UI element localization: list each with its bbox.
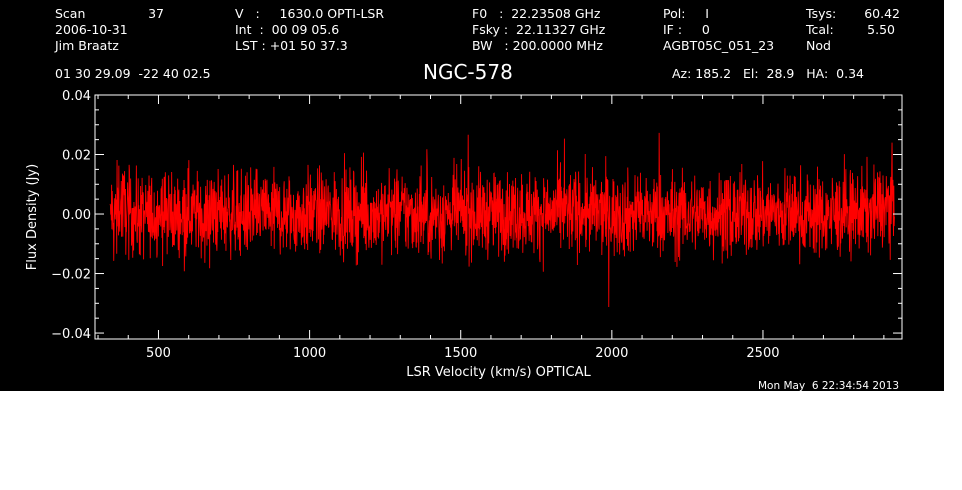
- tcal-label: Tcal:: [806, 22, 834, 37]
- polarization: Pol: I: [663, 6, 709, 21]
- tsys-value: 60.42: [864, 6, 900, 21]
- observer-name: Jim Braatz: [55, 38, 119, 53]
- y-tick-label: 0.04: [62, 89, 91, 104]
- project-id: AGBT05C_051_23: [663, 38, 775, 53]
- chart-title: NGC-578: [423, 60, 513, 84]
- az-el-ha: Az: 185.2 El: 28.9 HA: 0.34: [672, 66, 865, 81]
- y-tick-label: −0.04: [51, 327, 91, 342]
- velocity-info: V : 1630.0 OPTI-LSR: [235, 6, 385, 21]
- spectrum-line: [109, 132, 895, 307]
- x-tick-label: 500: [146, 346, 171, 361]
- x-tick-label: 1000: [293, 346, 326, 361]
- scan-label: Scan: [55, 6, 86, 21]
- tsys-label: Tsys:: [806, 6, 837, 21]
- plot-frame: [94, 94, 903, 340]
- procedure-name: Nod: [806, 38, 831, 53]
- y-tick-label: 0.02: [62, 149, 91, 164]
- y-axis-label: Flux Density (Jy): [25, 164, 40, 270]
- if-number: IF : 0: [663, 22, 710, 37]
- scan-number: 37: [148, 6, 164, 21]
- x-axis-label: LSR Velocity (km/s) OPTICAL: [406, 365, 591, 380]
- y-tick-label: −0.02: [51, 268, 91, 283]
- bandwidth: BW : 200.0000 MHz: [472, 38, 603, 53]
- x-tick-label: 1500: [444, 346, 477, 361]
- sky-frequency: Fsky : 22.11327 GHz: [472, 22, 606, 37]
- y-tick-label: 0.00: [62, 208, 91, 223]
- rest-frequency: F0 : 22.23508 GHz: [472, 6, 601, 21]
- plot-timestamp: Mon May 6 22:34:54 2013: [758, 380, 900, 392]
- scan-date: 2006-10-31: [55, 22, 128, 37]
- integration-time: Int : 00 09 05.6: [235, 22, 340, 37]
- x-tick-label: 2000: [595, 346, 628, 361]
- lst-info: LST : +01 50 37.3: [235, 38, 348, 53]
- spectrum-panel: Scan 37 2006-10-31 Jim Braatz V : 1630.0…: [0, 0, 944, 392]
- x-tick-label: 2500: [746, 346, 779, 361]
- source-coordinates: 01 30 29.09 -22 40 02.5: [55, 66, 211, 81]
- tcal-value: 5.50: [867, 22, 895, 37]
- spectrum-chart: 500 1000 1500 2000 2500 0.04 0.02 0.00 −0.02 −0.0…: [25, 89, 903, 380]
